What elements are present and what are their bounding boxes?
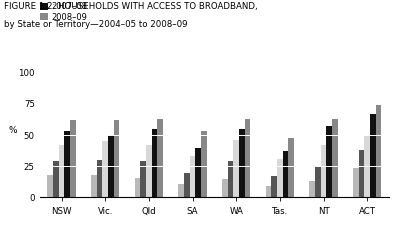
Bar <box>184 173 190 197</box>
Bar <box>288 138 294 197</box>
Bar <box>91 175 97 197</box>
Bar <box>178 184 184 197</box>
Bar <box>245 119 251 197</box>
Bar <box>190 156 195 197</box>
Legend: 2004–05, 2005–06, 2006–07, 2007–08, 2008–09: 2004–05, 2005–06, 2006–07, 2007–08, 2008… <box>40 0 87 22</box>
Bar <box>59 145 64 197</box>
Bar <box>309 181 315 197</box>
Bar <box>326 126 332 197</box>
Bar <box>370 114 376 197</box>
Bar <box>201 131 207 197</box>
Bar <box>359 150 364 197</box>
Bar <box>108 135 114 197</box>
Bar <box>283 151 288 197</box>
Bar <box>239 129 245 197</box>
Bar <box>47 175 53 197</box>
Bar <box>114 120 119 197</box>
Bar <box>272 176 277 197</box>
Bar <box>277 159 283 197</box>
Bar <box>102 141 108 197</box>
Bar <box>321 145 326 197</box>
Bar <box>53 161 59 197</box>
Bar <box>353 168 359 197</box>
Y-axis label: %: % <box>8 126 17 135</box>
Bar <box>364 135 370 197</box>
Bar <box>97 160 102 197</box>
Text: FIGURE 1.2: HOUSEHOLDS WITH ACCESS TO BROADBAND,: FIGURE 1.2: HOUSEHOLDS WITH ACCESS TO BR… <box>4 2 258 11</box>
Bar <box>315 166 321 197</box>
Text: by State or Territory—2004–05 to 2008–09: by State or Territory—2004–05 to 2008–09 <box>4 20 187 30</box>
Bar <box>146 145 152 197</box>
Bar <box>64 131 70 197</box>
Bar <box>157 119 163 197</box>
Bar <box>70 120 76 197</box>
Bar <box>376 105 382 197</box>
Bar <box>222 179 228 197</box>
Bar <box>332 119 338 197</box>
Bar <box>141 161 146 197</box>
Bar <box>152 129 157 197</box>
Bar <box>233 140 239 197</box>
Bar <box>195 148 201 197</box>
Bar <box>266 186 272 197</box>
Bar <box>135 178 141 197</box>
Bar <box>228 161 233 197</box>
